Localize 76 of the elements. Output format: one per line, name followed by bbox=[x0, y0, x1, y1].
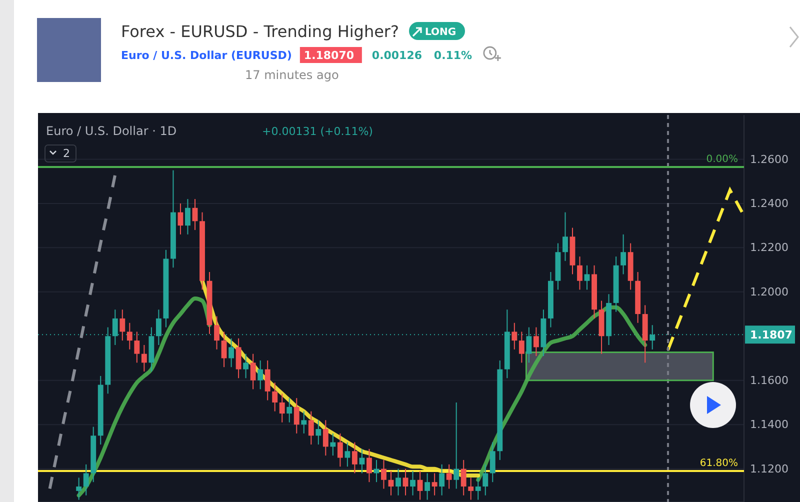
annotation: 0.00% bbox=[706, 154, 738, 165]
candlestick bbox=[301, 410, 307, 434]
candlestick bbox=[490, 442, 496, 483]
candlestick bbox=[344, 442, 350, 468]
candlestick bbox=[359, 448, 365, 474]
annotation: 2 bbox=[63, 147, 70, 160]
chart-subtitle: Euro / U.S. Dollar (EURUSD) bbox=[121, 49, 292, 62]
y-tick-label: 1.2200 bbox=[750, 241, 788, 254]
y-tick-label: 1.2000 bbox=[750, 285, 788, 298]
candlestick bbox=[141, 344, 147, 372]
candlestick bbox=[185, 198, 190, 235]
candlestick bbox=[475, 477, 481, 500]
candlestick bbox=[286, 398, 292, 423]
ref-line-label: 1.1807 bbox=[750, 328, 792, 342]
candlestick bbox=[454, 402, 460, 490]
text: 0.11% bbox=[434, 49, 472, 62]
candlestick bbox=[620, 234, 626, 275]
y-tick-label: 1.2400 bbox=[750, 196, 788, 210]
candlestick bbox=[512, 322, 518, 350]
candlestick bbox=[330, 432, 336, 456]
candlestick bbox=[264, 360, 270, 401]
text: 0.00126 bbox=[372, 49, 422, 62]
candlestick bbox=[446, 464, 452, 490]
candlestick bbox=[381, 459, 386, 490]
candlestick bbox=[308, 410, 314, 446]
candlestick bbox=[316, 420, 322, 446]
candlestick bbox=[533, 326, 539, 357]
line-series bbox=[48, 173, 117, 490]
y-tick-label: 1.1600 bbox=[750, 374, 788, 387]
candlestick bbox=[250, 353, 256, 390]
candlestick bbox=[468, 477, 474, 500]
candlestick bbox=[424, 472, 430, 500]
y-tick-label: 1.1200 bbox=[750, 462, 788, 476]
candlestick bbox=[120, 309, 126, 342]
candlestick bbox=[228, 338, 234, 368]
candlestick bbox=[388, 470, 394, 496]
candlestick bbox=[243, 353, 249, 379]
annotation: +0.00131 (+0.11%) bbox=[262, 125, 373, 138]
candlestick bbox=[126, 322, 132, 350]
candlestick bbox=[322, 420, 328, 456]
text: LONG bbox=[425, 27, 456, 38]
candlestick bbox=[337, 432, 343, 468]
text: 17 minutes ago bbox=[245, 68, 339, 82]
candlestick bbox=[374, 459, 380, 483]
candlestick bbox=[192, 198, 198, 230]
annotation: Euro / U.S. Dollar · 1D bbox=[46, 124, 177, 138]
candlestick bbox=[279, 393, 285, 423]
annotation: 61.80% bbox=[700, 458, 738, 470]
candlestick bbox=[366, 448, 372, 483]
candlestick bbox=[83, 464, 89, 496]
candlestick bbox=[221, 331, 227, 368]
candlestick bbox=[577, 256, 582, 290]
candlestick bbox=[417, 470, 423, 500]
text: 1.18070 bbox=[304, 49, 354, 62]
candlestick bbox=[214, 316, 220, 350]
candlestick bbox=[562, 212, 568, 262]
chart-title: Forex - EURUSD - Trending Higher? bbox=[121, 22, 399, 41]
candlestick bbox=[439, 464, 445, 496]
candlestick bbox=[134, 331, 140, 364]
candlestick bbox=[178, 202, 184, 235]
candlestick bbox=[482, 464, 488, 496]
candlestick bbox=[584, 264, 590, 290]
candlestick bbox=[410, 470, 416, 496]
candlestick bbox=[294, 398, 300, 434]
candlestick bbox=[402, 468, 408, 496]
candlestick bbox=[272, 382, 278, 412]
candlestick bbox=[432, 472, 438, 496]
candlestick bbox=[460, 459, 466, 496]
candlestick bbox=[76, 477, 82, 500]
y-tick-label: 1.1400 bbox=[750, 418, 788, 432]
candlestick bbox=[236, 338, 242, 379]
candlestick bbox=[518, 331, 524, 364]
y-tick-label: 1.2600 bbox=[750, 152, 788, 166]
candlestick bbox=[352, 442, 358, 474]
candlestick bbox=[258, 360, 264, 390]
candlestick bbox=[396, 468, 401, 496]
